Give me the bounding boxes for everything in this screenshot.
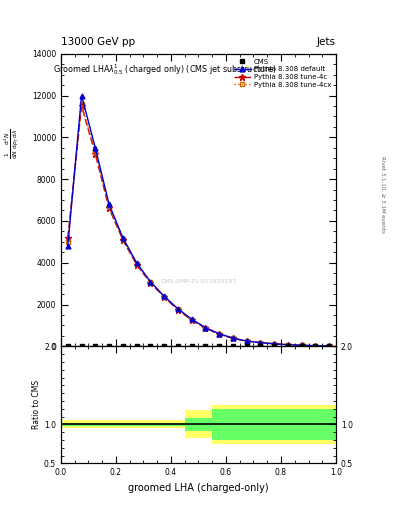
Text: Rivet 3.1.10, ≥ 3.1M events: Rivet 3.1.10, ≥ 3.1M events <box>381 156 386 233</box>
CMS <box>107 343 112 349</box>
Pythia 8.308 default <box>162 293 167 299</box>
Pythia 8.308 tune-4cx <box>148 279 152 285</box>
Pythia 8.308 default <box>65 243 70 249</box>
CMS <box>327 343 332 349</box>
Pythia 8.308 tune-4cx <box>313 343 318 349</box>
Pythia 8.308 tune-4c <box>65 234 70 241</box>
Pythia 8.308 default <box>148 279 152 285</box>
CMS <box>79 343 84 349</box>
Pythia 8.308 tune-4c <box>134 262 139 268</box>
Y-axis label: Ratio to CMS: Ratio to CMS <box>32 380 41 430</box>
CMS <box>189 343 194 349</box>
Pythia 8.308 tune-4c <box>189 317 194 323</box>
Pythia 8.308 default <box>299 342 304 348</box>
Pythia 8.308 tune-4cx <box>93 149 97 155</box>
CMS <box>203 343 208 349</box>
Pythia 8.308 tune-4c <box>258 339 263 346</box>
Text: CMS-SMP-21-011920187: CMS-SMP-21-011920187 <box>160 280 237 285</box>
Pythia 8.308 tune-4cx <box>175 306 180 312</box>
CMS <box>230 343 235 349</box>
Pythia 8.308 tune-4cx <box>203 325 208 331</box>
CMS <box>148 343 152 349</box>
Pythia 8.308 default <box>244 338 249 344</box>
Pythia 8.308 tune-4c <box>79 103 84 109</box>
Pythia 8.308 tune-4c <box>217 331 222 337</box>
Pythia 8.308 tune-4cx <box>79 101 84 107</box>
CMS <box>65 343 70 349</box>
CMS <box>299 343 304 349</box>
Pythia 8.308 tune-4cx <box>299 342 304 348</box>
Pythia 8.308 default <box>327 343 332 349</box>
Pythia 8.308 tune-4c <box>120 237 125 243</box>
CMS <box>285 343 290 349</box>
Line: Pythia 8.308 tune-4c: Pythia 8.308 tune-4c <box>65 103 332 349</box>
Pythia 8.308 default <box>189 316 194 322</box>
Pythia 8.308 tune-4c <box>299 342 304 348</box>
CMS <box>313 343 318 349</box>
CMS <box>272 343 277 349</box>
Pythia 8.308 default <box>285 342 290 348</box>
Pythia 8.308 tune-4c <box>272 341 277 347</box>
Pythia 8.308 default <box>217 331 222 337</box>
Text: Jets: Jets <box>317 37 336 47</box>
Pythia 8.308 default <box>107 201 112 207</box>
Pythia 8.308 tune-4cx <box>230 335 235 342</box>
Pythia 8.308 default <box>79 93 84 99</box>
Text: 13000 GeV pp: 13000 GeV pp <box>61 37 135 47</box>
Pythia 8.308 tune-4c <box>230 335 235 342</box>
Pythia 8.308 tune-4c <box>148 280 152 286</box>
Pythia 8.308 default <box>203 325 208 331</box>
Text: Groomed LHA$\lambda^{1}_{0.5}$ (charged only) (CMS jet substructure): Groomed LHA$\lambda^{1}_{0.5}$ (charged … <box>53 62 277 77</box>
Pythia 8.308 tune-4cx <box>244 338 249 344</box>
Pythia 8.308 default <box>134 260 139 266</box>
Pythia 8.308 tune-4cx <box>189 316 194 323</box>
Pythia 8.308 default <box>258 339 263 346</box>
Pythia 8.308 tune-4c <box>203 325 208 331</box>
Pythia 8.308 tune-4cx <box>258 339 263 346</box>
Pythia 8.308 default <box>120 234 125 241</box>
Pythia 8.308 default <box>175 306 180 312</box>
CMS <box>175 343 180 349</box>
Pythia 8.308 default <box>93 145 97 151</box>
CMS <box>217 343 222 349</box>
Pythia 8.308 tune-4c <box>244 338 249 345</box>
Pythia 8.308 tune-4cx <box>217 331 222 337</box>
Pythia 8.308 tune-4c <box>327 343 332 349</box>
Line: Pythia 8.308 tune-4cx: Pythia 8.308 tune-4cx <box>65 101 332 348</box>
CMS <box>120 343 125 349</box>
Pythia 8.308 tune-4cx <box>134 261 139 267</box>
Pythia 8.308 tune-4cx <box>107 203 112 209</box>
Line: Pythia 8.308 default: Pythia 8.308 default <box>65 93 332 348</box>
Pythia 8.308 default <box>230 335 235 341</box>
Pythia 8.308 tune-4c <box>285 342 290 348</box>
Pythia 8.308 default <box>313 343 318 349</box>
Pythia 8.308 tune-4c <box>162 294 167 301</box>
CMS <box>134 343 139 349</box>
Pythia 8.308 tune-4cx <box>65 239 70 245</box>
Text: $\frac{1}{\mathrm{d}N}\,\frac{\mathrm{d}^2N}{\mathrm{d}p_\mathrm{T}\,\mathrm{d}\: $\frac{1}{\mathrm{d}N}\,\frac{\mathrm{d}… <box>3 128 21 159</box>
Pythia 8.308 tune-4c <box>175 307 180 313</box>
Pythia 8.308 tune-4cx <box>162 293 167 300</box>
CMS <box>258 343 263 349</box>
Line: CMS: CMS <box>66 344 331 348</box>
Pythia 8.308 default <box>272 341 277 347</box>
Pythia 8.308 tune-4cx <box>120 236 125 242</box>
Pythia 8.308 tune-4cx <box>272 341 277 347</box>
CMS <box>244 343 249 349</box>
Pythia 8.308 tune-4c <box>313 343 318 349</box>
Legend: CMS, Pythia 8.308 default, Pythia 8.308 tune-4c, Pythia 8.308 tune-4cx: CMS, Pythia 8.308 default, Pythia 8.308 … <box>232 57 332 89</box>
CMS <box>93 343 97 349</box>
Pythia 8.308 tune-4cx <box>285 342 290 348</box>
Pythia 8.308 tune-4c <box>93 151 97 157</box>
Pythia 8.308 tune-4cx <box>327 343 332 349</box>
X-axis label: groomed LHA (charged-only): groomed LHA (charged-only) <box>128 483 269 493</box>
Pythia 8.308 tune-4c <box>107 205 112 211</box>
CMS <box>162 343 167 349</box>
